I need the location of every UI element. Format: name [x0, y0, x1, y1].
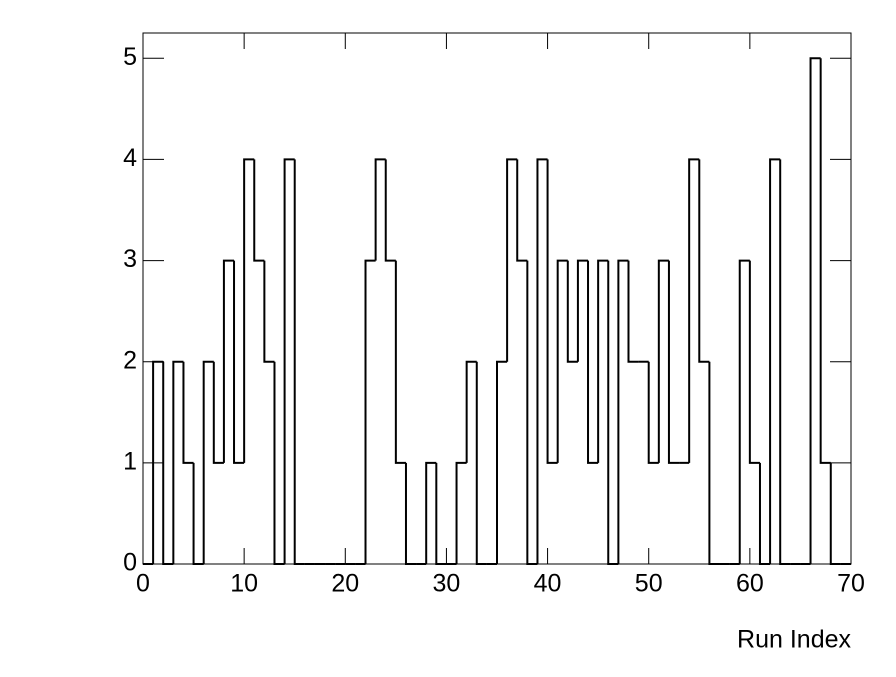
histogram-bin — [657, 259, 669, 463]
x-axis-label: Run Index — [737, 626, 851, 654]
x-tick-label: 0 — [136, 570, 150, 598]
x-tick-label: 70 — [837, 570, 865, 598]
histogram-bin — [779, 159, 791, 565]
histogram-bin — [293, 159, 305, 565]
histogram-bin — [496, 360, 508, 564]
histogram-bin — [819, 58, 831, 464]
x-tick-label: 10 — [230, 570, 258, 598]
histogram-bin — [587, 260, 599, 464]
histogram-bin — [809, 57, 821, 564]
histogram-bin — [475, 361, 487, 565]
histogram-bin — [667, 260, 680, 464]
y-tick-label: 1 — [123, 447, 137, 475]
histogram-bin — [425, 461, 437, 564]
histogram-bin — [364, 259, 376, 564]
histogram-bin — [617, 259, 629, 564]
histogram-bin — [394, 260, 406, 464]
histogram-bin — [566, 260, 578, 363]
x-tick-label: 40 — [534, 570, 562, 598]
y-tick-label: 2 — [123, 346, 137, 374]
histogram-bin — [627, 260, 639, 363]
histogram-bin — [738, 259, 750, 564]
x-tick-label: 60 — [736, 570, 764, 598]
histogram-bin — [152, 360, 164, 564]
histogram-bin — [758, 462, 771, 565]
histogram-bin — [769, 158, 781, 564]
histogram-bin — [212, 361, 224, 464]
y-tick-label: 3 — [123, 245, 137, 273]
histogram-bin — [597, 259, 609, 463]
histogram-bin — [222, 259, 235, 463]
histogram-bin — [516, 159, 528, 262]
x-tick-label: 20 — [331, 570, 359, 598]
histogram-bin — [546, 159, 558, 464]
histogram-bin — [576, 259, 589, 362]
y-tick-label: 4 — [123, 144, 137, 172]
x-tick-label: 30 — [433, 570, 461, 598]
y-tick-label: 5 — [123, 43, 137, 71]
histogram-bin — [172, 360, 184, 564]
histogram-bin — [435, 462, 447, 565]
histogram-bin — [688, 158, 700, 463]
histogram-bin — [263, 260, 275, 363]
histogram-bin — [465, 360, 477, 463]
histogram-bin — [233, 260, 245, 464]
histogram-bin — [647, 361, 659, 464]
histogram-bin — [192, 462, 204, 565]
histogram-bin — [698, 159, 710, 363]
histogram-bin — [829, 462, 841, 565]
histogram-bin — [556, 259, 568, 463]
histogram-bin — [243, 158, 255, 463]
histogram-bin — [273, 361, 285, 565]
x-tick-label: 50 — [635, 570, 663, 598]
histogram-bin — [536, 158, 548, 564]
histogram-bin — [607, 260, 619, 565]
histogram-bin — [384, 159, 396, 262]
histogram-bin — [283, 158, 295, 564]
histogram-bin — [748, 260, 760, 464]
histogram-bin — [455, 461, 467, 564]
histogram-bin — [374, 158, 386, 261]
histogram-bin — [506, 158, 518, 362]
histogram-bin — [202, 360, 214, 564]
y-tick-label: 0 — [123, 549, 137, 577]
histogram-bin — [708, 361, 720, 565]
histogram-bin — [404, 462, 417, 565]
histogram-bin — [182, 361, 194, 464]
histogram-bin — [526, 260, 538, 565]
histogram-bin — [162, 361, 174, 565]
histogram-bin — [253, 159, 265, 262]
